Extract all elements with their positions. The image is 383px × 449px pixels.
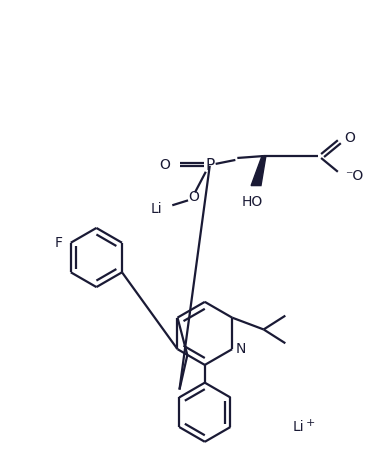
Polygon shape <box>251 156 266 185</box>
Text: N: N <box>236 342 246 356</box>
Text: Li: Li <box>293 420 304 434</box>
Text: O: O <box>159 158 170 172</box>
Text: +: + <box>306 418 315 428</box>
Text: ⁻O: ⁻O <box>345 169 363 183</box>
Text: Li: Li <box>151 202 162 216</box>
Text: O: O <box>345 131 356 145</box>
Text: F: F <box>55 236 63 250</box>
Text: HO: HO <box>242 195 263 209</box>
Text: P: P <box>205 158 214 173</box>
Text: O: O <box>188 190 200 204</box>
